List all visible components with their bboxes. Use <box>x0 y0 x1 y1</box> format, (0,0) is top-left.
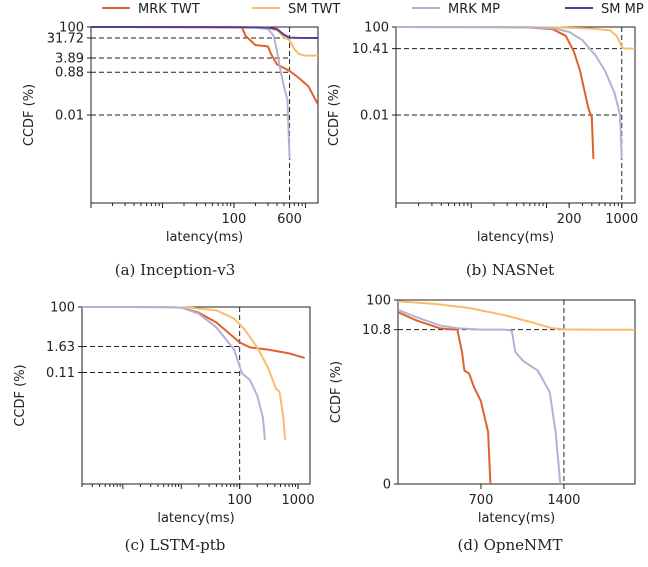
y-axis-label: CCDF (%) <box>22 84 37 146</box>
series-line-sm-twt <box>398 300 635 331</box>
series-line-mrk-twt <box>396 26 595 160</box>
y-tick-label: 100 <box>364 21 389 36</box>
x-tick-label: 100 <box>227 493 252 508</box>
y-tick-label: 0.01 <box>360 109 389 124</box>
x-axis-label: latency(ms) <box>478 511 555 526</box>
legend-entry: SM MP <box>601 2 644 17</box>
chart-panel-4: 100 10.8 0 700 1400 latency(ms) CCDF (%) (d) Op… <box>329 294 636 554</box>
series-line-mrk-twt <box>82 306 305 359</box>
x-axis-label: latency(ms) <box>157 511 234 526</box>
legend-entry: SM TWT <box>288 2 340 17</box>
series-line-mrk-twt <box>398 311 492 484</box>
chart-panel-3: 100 1.63 0.11 100 1000 latency(ms) CCDF (%) (c)… <box>13 301 315 555</box>
chart-panel-2: 100 10.41 0.01 200 1000 latency(ms) CCDF (%) (b… <box>327 21 638 280</box>
subfigure-caption: (c) LSTM-ptb <box>125 536 226 554</box>
x-axis-label: latency(ms) <box>477 230 554 245</box>
y-axis-label: CCDF (%) <box>327 84 342 146</box>
series-line-sm-twt <box>396 26 635 50</box>
x-tick-label: 1000 <box>282 493 315 508</box>
y-tick-label: 100 <box>59 21 84 36</box>
plot-frame <box>81 306 311 485</box>
y-tick-label: 0.01 <box>55 109 84 124</box>
x-tick-label: 700 <box>469 493 494 508</box>
subfigure-caption: (a) Inception-v3 <box>115 261 235 279</box>
plot-frame <box>397 299 636 485</box>
y-axis-label: CCDF (%) <box>13 364 28 426</box>
y-tick-label: 0 <box>383 478 391 493</box>
y-tick-label: 0.11 <box>46 366 75 381</box>
series-line-mrk-mp <box>91 26 291 160</box>
legend: MRK TWT SM TWT MRK MP SM MP <box>102 2 644 17</box>
y-tick-label: 1.63 <box>46 340 75 355</box>
series-line-mrk-mp <box>398 308 562 484</box>
x-tick-label: 200 <box>557 212 582 227</box>
series-line-sm-twt <box>91 26 318 57</box>
y-tick-label: 10.8 <box>362 323 391 338</box>
y-tick-label: 10.41 <box>352 42 389 57</box>
y-tick-label: 100 <box>50 301 75 316</box>
x-tick-label: 600 <box>277 212 302 227</box>
y-tick-label: 100 <box>366 294 391 309</box>
series-line-mrk-twt <box>91 26 318 105</box>
series-line-mrk-mp <box>82 306 266 440</box>
legend-entry: MRK TWT <box>138 2 200 17</box>
x-tick-label: 1000 <box>605 212 638 227</box>
x-axis-label: latency(ms) <box>166 230 243 245</box>
x-tick-label: 100 <box>222 212 247 227</box>
y-tick-label: 0.88 <box>55 66 84 81</box>
y-axis-label: CCDF (%) <box>329 361 344 423</box>
subfigure-caption: (d) OpneNMT <box>458 536 563 554</box>
x-tick-label: 1400 <box>547 493 580 508</box>
legend-entry: MRK MP <box>448 2 500 17</box>
y-tick-label: 3.89 <box>55 52 84 67</box>
series-line-sm-mp <box>91 26 318 39</box>
subfigure-caption: (b) NASNet <box>466 261 554 279</box>
y-tick-label: 31.72 <box>47 31 84 46</box>
series-line-sm-twt <box>82 306 287 440</box>
series-line-mrk-mp <box>396 26 623 160</box>
